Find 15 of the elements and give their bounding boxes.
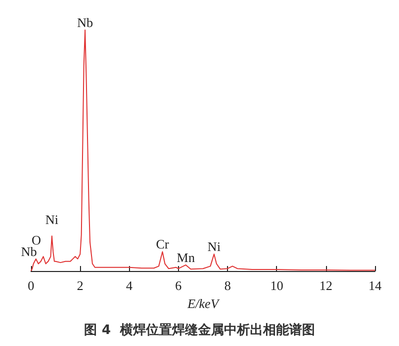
annotation: Nb xyxy=(77,15,93,30)
x-tick-label: 14 xyxy=(368,278,382,293)
x-axis-title: E/keV xyxy=(186,296,221,311)
x-tick-label: 4 xyxy=(126,278,134,293)
x-tick-label: 12 xyxy=(319,278,332,293)
x-tick-label: 2 xyxy=(76,278,84,293)
x-tick-label: 0 xyxy=(28,278,34,293)
annotation: Ni xyxy=(45,212,59,228)
x-tick-label: 6 xyxy=(175,278,182,293)
x-tick-label: 8 xyxy=(224,278,231,293)
text: 图 4 横焊位置焊缝金属中析出相能谱图 xyxy=(84,322,315,338)
x-tick-label: 10 xyxy=(270,278,284,293)
annotation: Ni xyxy=(208,239,221,254)
annotation: Mn xyxy=(176,250,196,265)
annotation: Cr xyxy=(156,236,170,252)
